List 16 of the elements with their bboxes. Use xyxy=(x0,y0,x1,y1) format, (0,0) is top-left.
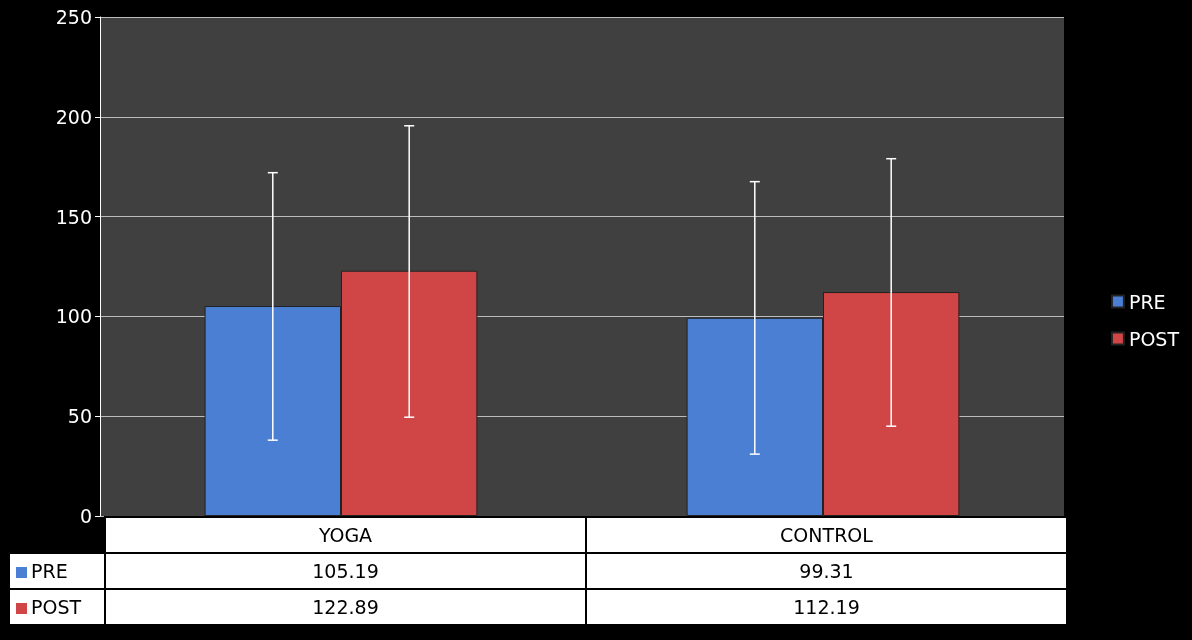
data-label: 122.89 xyxy=(105,589,586,625)
y-tick-label: 100 xyxy=(55,305,92,328)
y-tick-label: 0 xyxy=(79,505,92,527)
x-tick-label: CONTROL xyxy=(586,517,1067,553)
y-tick-label: 250 xyxy=(55,6,92,28)
legend-label: PRE xyxy=(9,553,105,589)
data-label: 105.19 xyxy=(105,553,586,589)
data-label: 112.19 xyxy=(586,589,1067,625)
x-tick-label: YOGA xyxy=(105,517,586,553)
legend-label: POST xyxy=(1128,327,1180,350)
y-tick-label: 150 xyxy=(55,205,92,228)
text: POST xyxy=(31,596,82,618)
y-tick-label: 50 xyxy=(67,405,92,428)
text: PRE xyxy=(1128,290,1166,313)
data-label: 99.31 xyxy=(586,553,1067,589)
y-tick-label: 200 xyxy=(55,105,92,128)
